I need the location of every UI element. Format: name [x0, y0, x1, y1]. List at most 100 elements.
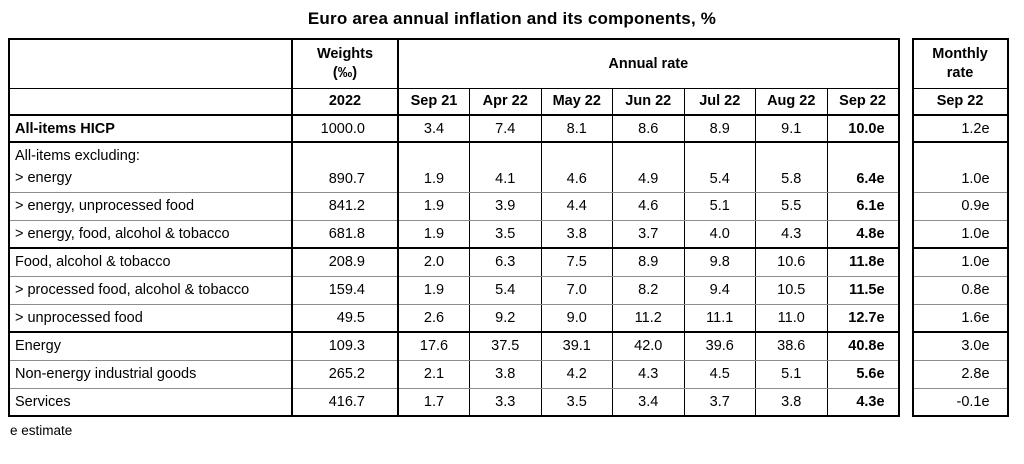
month-header: Sep 21 [397, 87, 470, 116]
annual-rate-value: 9.4 [683, 275, 756, 305]
monthly-table-row: 1.0e [912, 247, 1009, 277]
annual-rate-value: 5.5 [755, 191, 828, 221]
annual-rate-value: 6.4e [826, 141, 900, 193]
annual-rate-header: Annual rate [397, 38, 900, 89]
annual-rate-value: 9.8 [683, 247, 756, 277]
annual-rate-value: 3.3 [469, 387, 542, 417]
annual-rate-value: 38.6 [755, 331, 828, 361]
annual-rate-value: 3.4 [397, 114, 470, 143]
weight-value: 416.7 [291, 387, 399, 417]
monthly-month-header: Sep 22 [912, 87, 1009, 116]
table-row: All-items excluding: > energy 890.7 1.9 4.1 4… [8, 141, 900, 193]
table-row: > energy, food, alcohol & tobacco 681.8 1.… [8, 219, 900, 249]
monthly-table-row: 1.0e [912, 219, 1009, 249]
annual-rate-value: 2.1 [397, 359, 470, 389]
monthly-month-row: Sep 22 [912, 87, 1009, 116]
annual-rate-value: 12.7e [826, 303, 900, 333]
annual-rate-value: 4.3e [826, 387, 900, 417]
annual-rate-value: 11.2 [612, 303, 685, 333]
annual-rate-value: 5.8 [755, 141, 828, 193]
row-label-line2: > energy [15, 169, 72, 186]
annual-rate-value: 8.9 [612, 247, 685, 277]
monthly-rate-value: 0.9e [912, 191, 1009, 221]
monthly-rate-value: 2.8e [912, 359, 1009, 389]
annual-rate-value: 3.8 [469, 359, 542, 389]
annual-rate-value: 9.1 [755, 114, 828, 143]
header-group-row: Weights (‰) Annual rate [8, 38, 900, 89]
header-months-row: 2022 Sep 21 Apr 22 May 22 Jun 22 Jul 22 Aug 2… [8, 87, 900, 116]
row-label-line1: All-items excluding: [15, 147, 140, 164]
annual-rate-value: 4.8e [826, 219, 900, 249]
annual-rate-value: 39.6 [683, 331, 756, 361]
table-row: > processed food, alcohol & tobacco 159.4… [8, 275, 900, 305]
monthly-rate-value: 0.8e [912, 275, 1009, 305]
weights-header: Weights (‰) [291, 38, 399, 89]
weights-unit-label: (‰) [332, 64, 358, 81]
annual-rate-value: 4.1 [469, 141, 542, 193]
monthly-table-row: 2.8e [912, 359, 1009, 389]
annual-rate-value: 1.9 [397, 275, 470, 305]
row-label: > processed food, alcohol & tobacco [8, 275, 293, 305]
monthly-table-row: 0.8e [912, 275, 1009, 305]
estimate-footnote: e estimate [10, 423, 73, 438]
monthly-rate-value: 3.0e [912, 331, 1009, 361]
annual-rate-value: 3.9 [469, 191, 542, 221]
annual-rate-value: 7.4 [469, 114, 542, 143]
weight-value: 841.2 [291, 191, 399, 221]
weight-value: 159.4 [291, 275, 399, 305]
annual-rate-value: 11.8e [826, 247, 900, 277]
empty-header-cell [8, 87, 293, 116]
monthly-table-row: 3.0e [912, 331, 1009, 361]
annual-rate-value: 4.5 [683, 359, 756, 389]
row-label: All-items HICP [8, 114, 293, 143]
annual-rate-value: 11.1 [683, 303, 756, 333]
annual-rate-value: 17.6 [397, 331, 470, 361]
row-label: Non-energy industrial goods [8, 359, 293, 389]
annual-rate-value: 5.4 [683, 141, 756, 193]
annual-rate-value: 5.1 [755, 359, 828, 389]
weight-value: 1000.0 [291, 114, 399, 143]
annual-rate-value: 8.6 [612, 114, 685, 143]
row-label: > energy, unprocessed food [8, 191, 293, 221]
annual-rate-value: 11.0 [755, 303, 828, 333]
month-header: Sep 22 [826, 87, 900, 116]
annual-rate-value: 1.7 [397, 387, 470, 417]
monthly-rate-value: 1.0e [912, 219, 1009, 249]
annual-rate-value: 3.5 [469, 219, 542, 249]
weight-value: 265.2 [291, 359, 399, 389]
annual-rate-value: 4.6 [540, 141, 613, 193]
monthly-rate-value: 1.0e [912, 247, 1009, 277]
month-header: Jun 22 [612, 87, 685, 116]
monthly-rate-label-line1: Monthly [932, 45, 988, 62]
annual-rate-value: 3.7 [683, 387, 756, 417]
weight-value: 681.8 [291, 219, 399, 249]
annual-rate-value: 4.4 [540, 191, 613, 221]
annual-rate-value: 11.5e [826, 275, 900, 305]
annual-rate-value: 1.9 [397, 219, 470, 249]
row-label: All-items excluding: > energy [8, 141, 293, 193]
table-row: > energy, unprocessed food 841.2 1.9 3.9 4.4… [8, 191, 900, 221]
monthly-header-row: Monthly rate [912, 38, 1009, 89]
annual-rate-value: 7.0 [540, 275, 613, 305]
annual-rate-value: 3.8 [540, 219, 613, 249]
table-row: Energy 109.3 17.6 37.5 39.1 42.0 39.6 38.6 40.8e [8, 331, 900, 361]
annual-rate-value: 7.5 [540, 247, 613, 277]
monthly-rate-header: Monthly rate [912, 38, 1009, 89]
annual-rate-value: 5.1 [683, 191, 756, 221]
table-row: All-items HICP 1000.0 3.4 7.4 8.1 8.6 8.9 9.1 10… [8, 114, 900, 143]
monthly-rate-value: 1.2e [912, 114, 1009, 143]
row-label: Food, alcohol & tobacco [8, 247, 293, 277]
month-header: Aug 22 [755, 87, 828, 116]
inflation-table: Weights (‰) Annual rate 2022 Sep 21 Apr 2… [8, 38, 900, 417]
annual-rate-value: 37.5 [469, 331, 542, 361]
table-row: Services 416.7 1.7 3.3 3.5 3.4 3.7 3.8 4.3e [8, 387, 900, 417]
annual-rate-value: 4.2 [540, 359, 613, 389]
annual-rate-value: 8.9 [683, 114, 756, 143]
monthly-table-row: 1.2e [912, 114, 1009, 143]
monthly-table-row: 1.6e [912, 303, 1009, 333]
annual-rate-value: 3.7 [612, 219, 685, 249]
annual-rate-value: 4.6 [612, 191, 685, 221]
annual-rate-value: 5.4 [469, 275, 542, 305]
weight-value: 49.5 [291, 303, 399, 333]
monthly-table-row: 0.9e [912, 191, 1009, 221]
